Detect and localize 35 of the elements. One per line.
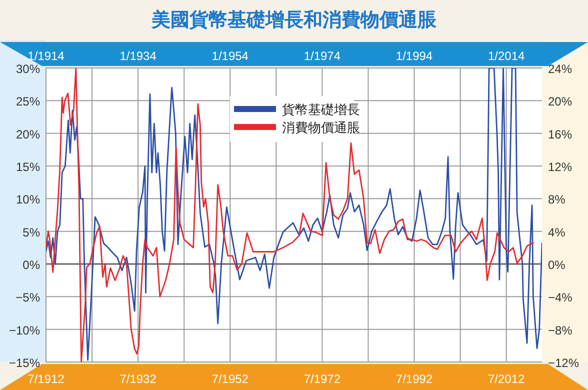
y-tick-label: 10%	[16, 192, 40, 207]
x2-tick-label: 1/1974	[304, 49, 341, 63]
y-tick-label: −15%	[8, 356, 40, 370]
y-tick-label: 15%	[16, 160, 40, 174]
y2-tick-label: −4%	[548, 290, 573, 305]
x-tick-label: 7/1952	[212, 372, 249, 386]
x-tick-label: 7/1972	[304, 372, 341, 386]
x-tick-label: 7/2012	[488, 372, 526, 386]
y-tick-label: −10%	[8, 323, 40, 338]
y2-tick-label: 12%	[548, 160, 572, 174]
y2-tick-label: 24%	[548, 62, 572, 76]
x-tick-label: 7/1992	[396, 372, 433, 386]
y-tick-label: 0%	[22, 258, 40, 272]
y-tick-label: 30%	[16, 62, 40, 76]
y-tick-label: 5%	[22, 225, 40, 240]
y2-tick-label: −8%	[548, 323, 573, 338]
x2-tick-label: 1/2014	[488, 49, 526, 63]
y-tick-label: 20%	[16, 127, 40, 142]
x-tick-label: 7/1912	[28, 372, 65, 386]
legend-label: 貨幣基礎增長	[282, 102, 360, 117]
y2-tick-label: −12%	[548, 356, 580, 370]
y2-tick-label: 4%	[548, 225, 566, 240]
y2-tick-label: 16%	[548, 127, 572, 142]
x2-tick-label: 1/1914	[28, 49, 65, 63]
y-tick-label: −5%	[16, 290, 40, 305]
chart-title: 美國貨幣基礎增長和消費物價通脹	[150, 9, 438, 31]
x2-tick-label: 1/1954	[212, 49, 249, 63]
legend-label: 消費物價通脹	[282, 120, 360, 135]
y2-tick-label: 0%	[548, 258, 566, 272]
x-tick-label: 7/1932	[120, 372, 157, 386]
y2-tick-label: 20%	[548, 94, 572, 109]
y2-tick-label: 8%	[548, 192, 566, 207]
y-tick-label: 25%	[16, 94, 40, 109]
x2-tick-label: 1/1934	[120, 49, 157, 63]
x2-tick-label: 1/1994	[396, 49, 433, 63]
